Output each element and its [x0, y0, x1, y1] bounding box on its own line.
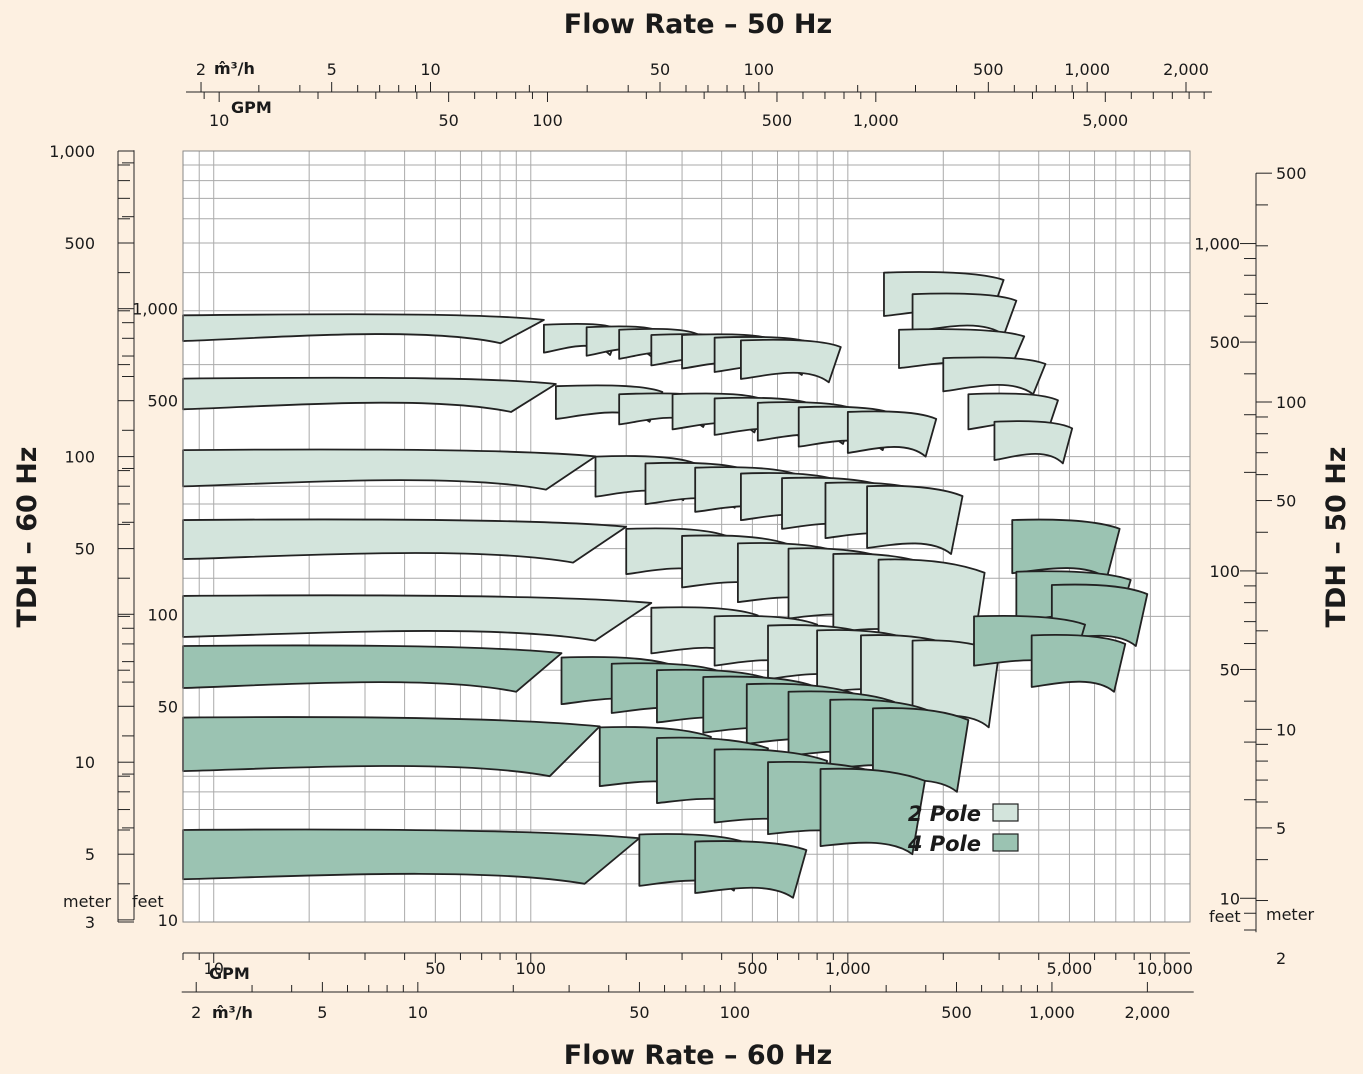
right-meter-tick-label: 5: [1276, 819, 1286, 838]
bottom-m3h-tick-label: 1,000: [1029, 1003, 1075, 1022]
top-m3h-tick-label: 500: [973, 60, 1004, 79]
bottom-gpm-tick-label: 500: [737, 959, 768, 978]
bottom-m3h-tick-label: 2: [191, 1003, 201, 1022]
right-meter-tick-label: 100: [1276, 393, 1307, 412]
bottom-gpm-tick-label: 10: [204, 959, 224, 978]
right-feet-tick-label: 50: [1220, 660, 1240, 679]
left-meter-unit: meter: [63, 892, 112, 911]
region-2-pole: [993, 420, 1074, 465]
y-axis-title-50hz: TDH – 50 Hz: [1321, 446, 1352, 627]
bottom-m3h-unit: m̂³/h: [212, 1003, 253, 1022]
left-feet-tick-label: 100: [147, 605, 178, 624]
top-m3h-tick-label: 50: [650, 60, 670, 79]
top-gpm-unit: GPM: [231, 98, 272, 117]
bottom-m3h-tick-label: 500: [941, 1003, 972, 1022]
top-m3h-tick-label: 100: [744, 60, 775, 79]
bottom-gpm-tick-label: 1,000: [825, 959, 871, 978]
region-2-pole: [740, 338, 842, 384]
right-meter-unit: meter: [1266, 905, 1315, 924]
right-feet-tick-label: 500: [1209, 333, 1240, 352]
region-4-pole: [182, 828, 641, 885]
top-gpm-tick-label: 10: [209, 111, 229, 130]
region-2-pole: [182, 594, 653, 642]
legend-label-2-pole: 2 Pole: [908, 802, 981, 826]
bottom-gpm-unit: GPM: [209, 964, 250, 983]
right-meter-tick-label: 50: [1276, 492, 1296, 511]
region-2-pole: [182, 518, 628, 564]
region-4-pole: [694, 840, 808, 899]
top-gpm-tick-label: 50: [438, 111, 458, 130]
region-4-pole: [819, 767, 926, 856]
top-m3h-tick-label: 10: [420, 60, 440, 79]
right-feet-tick-label: 1,000: [1194, 235, 1240, 254]
top-m3h-tick-label: 2: [196, 60, 206, 79]
left-feet-tick-label: 10: [158, 911, 178, 930]
bottom-m3h-tick-label: 50: [629, 1003, 649, 1022]
pump-curve-regions: [182, 271, 1149, 899]
right-meter-tick-label: 500: [1276, 164, 1307, 183]
legend: 2 Pole 4 Pole: [907, 802, 1019, 856]
top-gpm-tick-label: 500: [762, 111, 793, 130]
top-m3h-unit: m̂³/h: [214, 59, 255, 78]
top-m3h-tick-label: 5: [327, 60, 337, 79]
plot-frame: [182, 150, 1191, 923]
region-2-pole: [182, 448, 597, 491]
bottom-gpm-tick-label: 50: [425, 959, 445, 978]
top-gpm-tick-label: 100: [532, 111, 563, 130]
left-meter-tick-label: 100: [64, 448, 95, 467]
region-2-pole: [182, 376, 557, 413]
region-2-pole: [182, 313, 545, 345]
axes: 10 50 100 500 1,000 5,000 10,000 2 5 10 50 100 500 1,…: [49, 60, 1306, 1022]
right-meter-tick-label: 10: [1276, 720, 1296, 739]
bottom-gpm-tick-label: 5,000: [1047, 959, 1093, 978]
bottom-m3h-tick-label: 2,000: [1124, 1003, 1170, 1022]
region-2-pole: [866, 484, 964, 555]
bottom-m3h-tick-label: 5: [317, 1003, 327, 1022]
bottom-m3h-tick-label: 100: [720, 1003, 751, 1022]
left-meter-tick-label: 50: [75, 540, 95, 559]
top-gpm-tick-label: 5,000: [1082, 111, 1128, 130]
left-meter-tick-label: 5: [85, 845, 95, 864]
right-feet-tick-label: 10: [1220, 889, 1240, 908]
top-m3h-tick-label: 1,000: [1064, 60, 1110, 79]
left-meter-tick-label: 10: [75, 753, 95, 772]
region-4-pole: [1030, 634, 1127, 693]
chart-title-50hz: Flow Rate – 50 Hz: [564, 9, 832, 40]
legend-label-4-pole: 4 Pole: [907, 832, 981, 856]
chart-title-60hz: Flow Rate – 60 Hz: [564, 1040, 832, 1071]
region-4-pole: [182, 644, 563, 693]
legend-swatch-4-pole: [992, 833, 1019, 852]
left-feet-tick-label: 1,000: [132, 300, 178, 319]
left-feet-tick-label: 500: [147, 392, 178, 411]
right-feet-tick-label: 100: [1209, 562, 1240, 581]
region-4-pole: [182, 716, 601, 778]
right-meter-tick-label: 2: [1276, 949, 1286, 968]
right-feet-unit: feet: [1209, 907, 1241, 926]
region-2-pole: [846, 410, 938, 458]
left-feet-unit: feet: [132, 892, 164, 911]
bottom-m3h-tick-label: 10: [408, 1003, 428, 1022]
bottom-gpm-tick-label: 100: [516, 959, 547, 978]
left-meter-tick-label: 500: [64, 234, 95, 253]
region-2-pole: [942, 356, 1047, 396]
top-gpm-tick-label: 1,000: [853, 111, 899, 130]
left-meter-tick-label: 3: [85, 913, 95, 932]
legend-swatch-2-pole: [992, 803, 1019, 822]
bottom-gpm-tick-label: 10,000: [1137, 959, 1193, 978]
left-feet-tick-label: 50: [158, 697, 178, 716]
left-meter-tick-label: 1,000: [49, 142, 95, 161]
top-m3h-tick-label: 2,000: [1163, 60, 1209, 79]
y-axis-title-60hz: TDH – 60 Hz: [12, 446, 43, 627]
